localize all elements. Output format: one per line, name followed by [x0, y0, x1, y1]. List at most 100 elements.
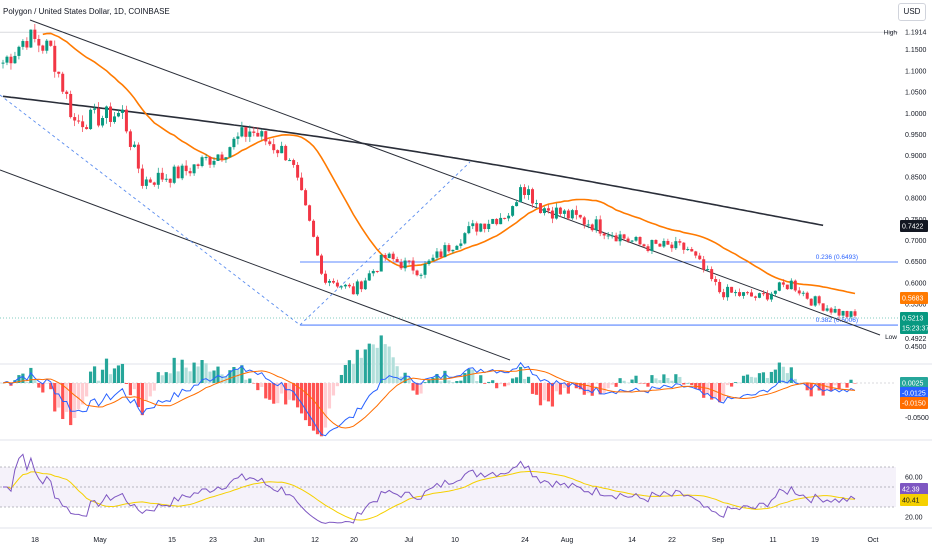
candle-body	[594, 219, 598, 231]
macd-histogram-bar	[260, 383, 264, 387]
rsi-ma-line	[3, 471, 856, 521]
candle-body	[546, 208, 550, 211]
macd-histogram-bar	[236, 369, 240, 383]
macd-histogram-bar	[769, 371, 773, 383]
candle-body	[825, 308, 829, 311]
candle-body	[821, 303, 825, 311]
macd-histogram-bar	[479, 375, 483, 383]
candle-body	[853, 311, 857, 316]
time-axis-label: 19	[811, 537, 819, 544]
candle-body	[172, 166, 176, 183]
macd-histogram-bar	[483, 383, 487, 384]
candle-body	[495, 218, 499, 225]
candle-body	[694, 251, 698, 256]
candle-body	[387, 253, 391, 259]
candle-body	[331, 280, 335, 283]
price-tick-label: 0.8500	[905, 174, 927, 181]
macd-value-label: 0.0025	[902, 381, 924, 388]
macd-histogram-bar	[92, 366, 97, 383]
macd-histogram-bar	[439, 381, 443, 383]
macd-histogram-bar	[566, 383, 570, 394]
candle-body	[610, 235, 614, 237]
macd-histogram-bar	[789, 367, 793, 383]
macd-histogram-bar	[662, 374, 666, 383]
candle-body	[85, 127, 89, 130]
macd-histogram-bar	[200, 360, 204, 383]
candle-body	[308, 205, 312, 221]
macd-histogram-bar	[702, 383, 706, 398]
candle-body	[570, 210, 574, 219]
candle-body	[272, 144, 276, 151]
macd-histogram-bar	[53, 383, 57, 412]
candle-body	[371, 270, 375, 274]
macd-histogram-bar	[733, 382, 738, 383]
candle-body	[144, 179, 148, 186]
chart-title: Polygon / United States Dollar, 1D, COIN…	[3, 7, 170, 16]
candle-body	[73, 117, 77, 121]
macd-histogram-bar	[160, 375, 164, 383]
candle-body	[646, 246, 650, 251]
candle-body	[423, 263, 427, 275]
price-tick-label: 1.0500	[905, 90, 927, 97]
candle-body	[399, 262, 403, 269]
candle-body	[773, 290, 777, 294]
macd-histogram-bar	[578, 383, 582, 390]
candle-body	[582, 217, 586, 225]
macd-histogram-bar	[124, 383, 129, 384]
candle-body	[264, 131, 268, 142]
candle-body	[734, 292, 738, 294]
candle-body	[801, 292, 805, 294]
candle-body	[626, 238, 630, 242]
macd-histogram-bar	[136, 383, 140, 408]
macd-histogram-bar	[180, 359, 184, 383]
macd-histogram-bar	[638, 383, 642, 384]
candle-body	[228, 147, 232, 158]
macd-histogram-bar	[431, 377, 435, 383]
candle-body	[602, 233, 606, 236]
candle-body	[296, 164, 300, 178]
macd-histogram-bar	[670, 380, 674, 383]
macd-histogram-bar	[65, 383, 69, 412]
candle-body	[531, 189, 535, 204]
candle-body	[471, 223, 475, 227]
candle-body	[606, 235, 610, 237]
macd-histogram-bar	[845, 383, 849, 388]
macd-histogram-bar	[463, 373, 467, 383]
candle-body	[403, 260, 407, 269]
macd-histogram-bar	[542, 383, 547, 401]
candle-body	[49, 40, 53, 46]
candle-body	[527, 189, 531, 195]
candle-body	[650, 239, 654, 251]
candle-body	[789, 280, 793, 290]
candle-body	[419, 274, 423, 276]
macd-histogram-bar	[359, 357, 363, 383]
macd-histogram-bar	[120, 363, 125, 383]
candle-body	[232, 138, 236, 148]
candle-body	[431, 257, 435, 261]
candle-body	[554, 207, 558, 219]
macd-histogram-bar	[415, 383, 419, 395]
macd-histogram-bar	[232, 367, 236, 383]
macd-histogram-bar	[371, 344, 375, 383]
candle-body	[658, 243, 662, 247]
macd-histogram-bar	[296, 383, 300, 408]
macd-histogram-bar	[435, 373, 439, 383]
currency-button[interactable]: USD	[898, 3, 926, 21]
candle-body	[562, 210, 566, 214]
candle-body	[726, 286, 730, 298]
macd-histogram-bar	[618, 378, 622, 383]
macd-histogram-bar	[499, 383, 503, 385]
macd-histogram-bar	[745, 374, 750, 383]
candle-body	[355, 281, 359, 295]
price-tick-label: 0.6500	[905, 259, 927, 266]
macd-histogram-bar	[37, 383, 41, 388]
candle-body	[21, 41, 25, 47]
macd-histogram-bar	[849, 379, 853, 383]
price-tick-label: 0.4500	[905, 344, 927, 351]
candle-body	[519, 187, 523, 203]
macd-histogram-bar	[331, 383, 336, 396]
macd-histogram-bar	[467, 369, 471, 383]
candle-body	[1, 62, 5, 64]
candle-body	[204, 157, 208, 159]
